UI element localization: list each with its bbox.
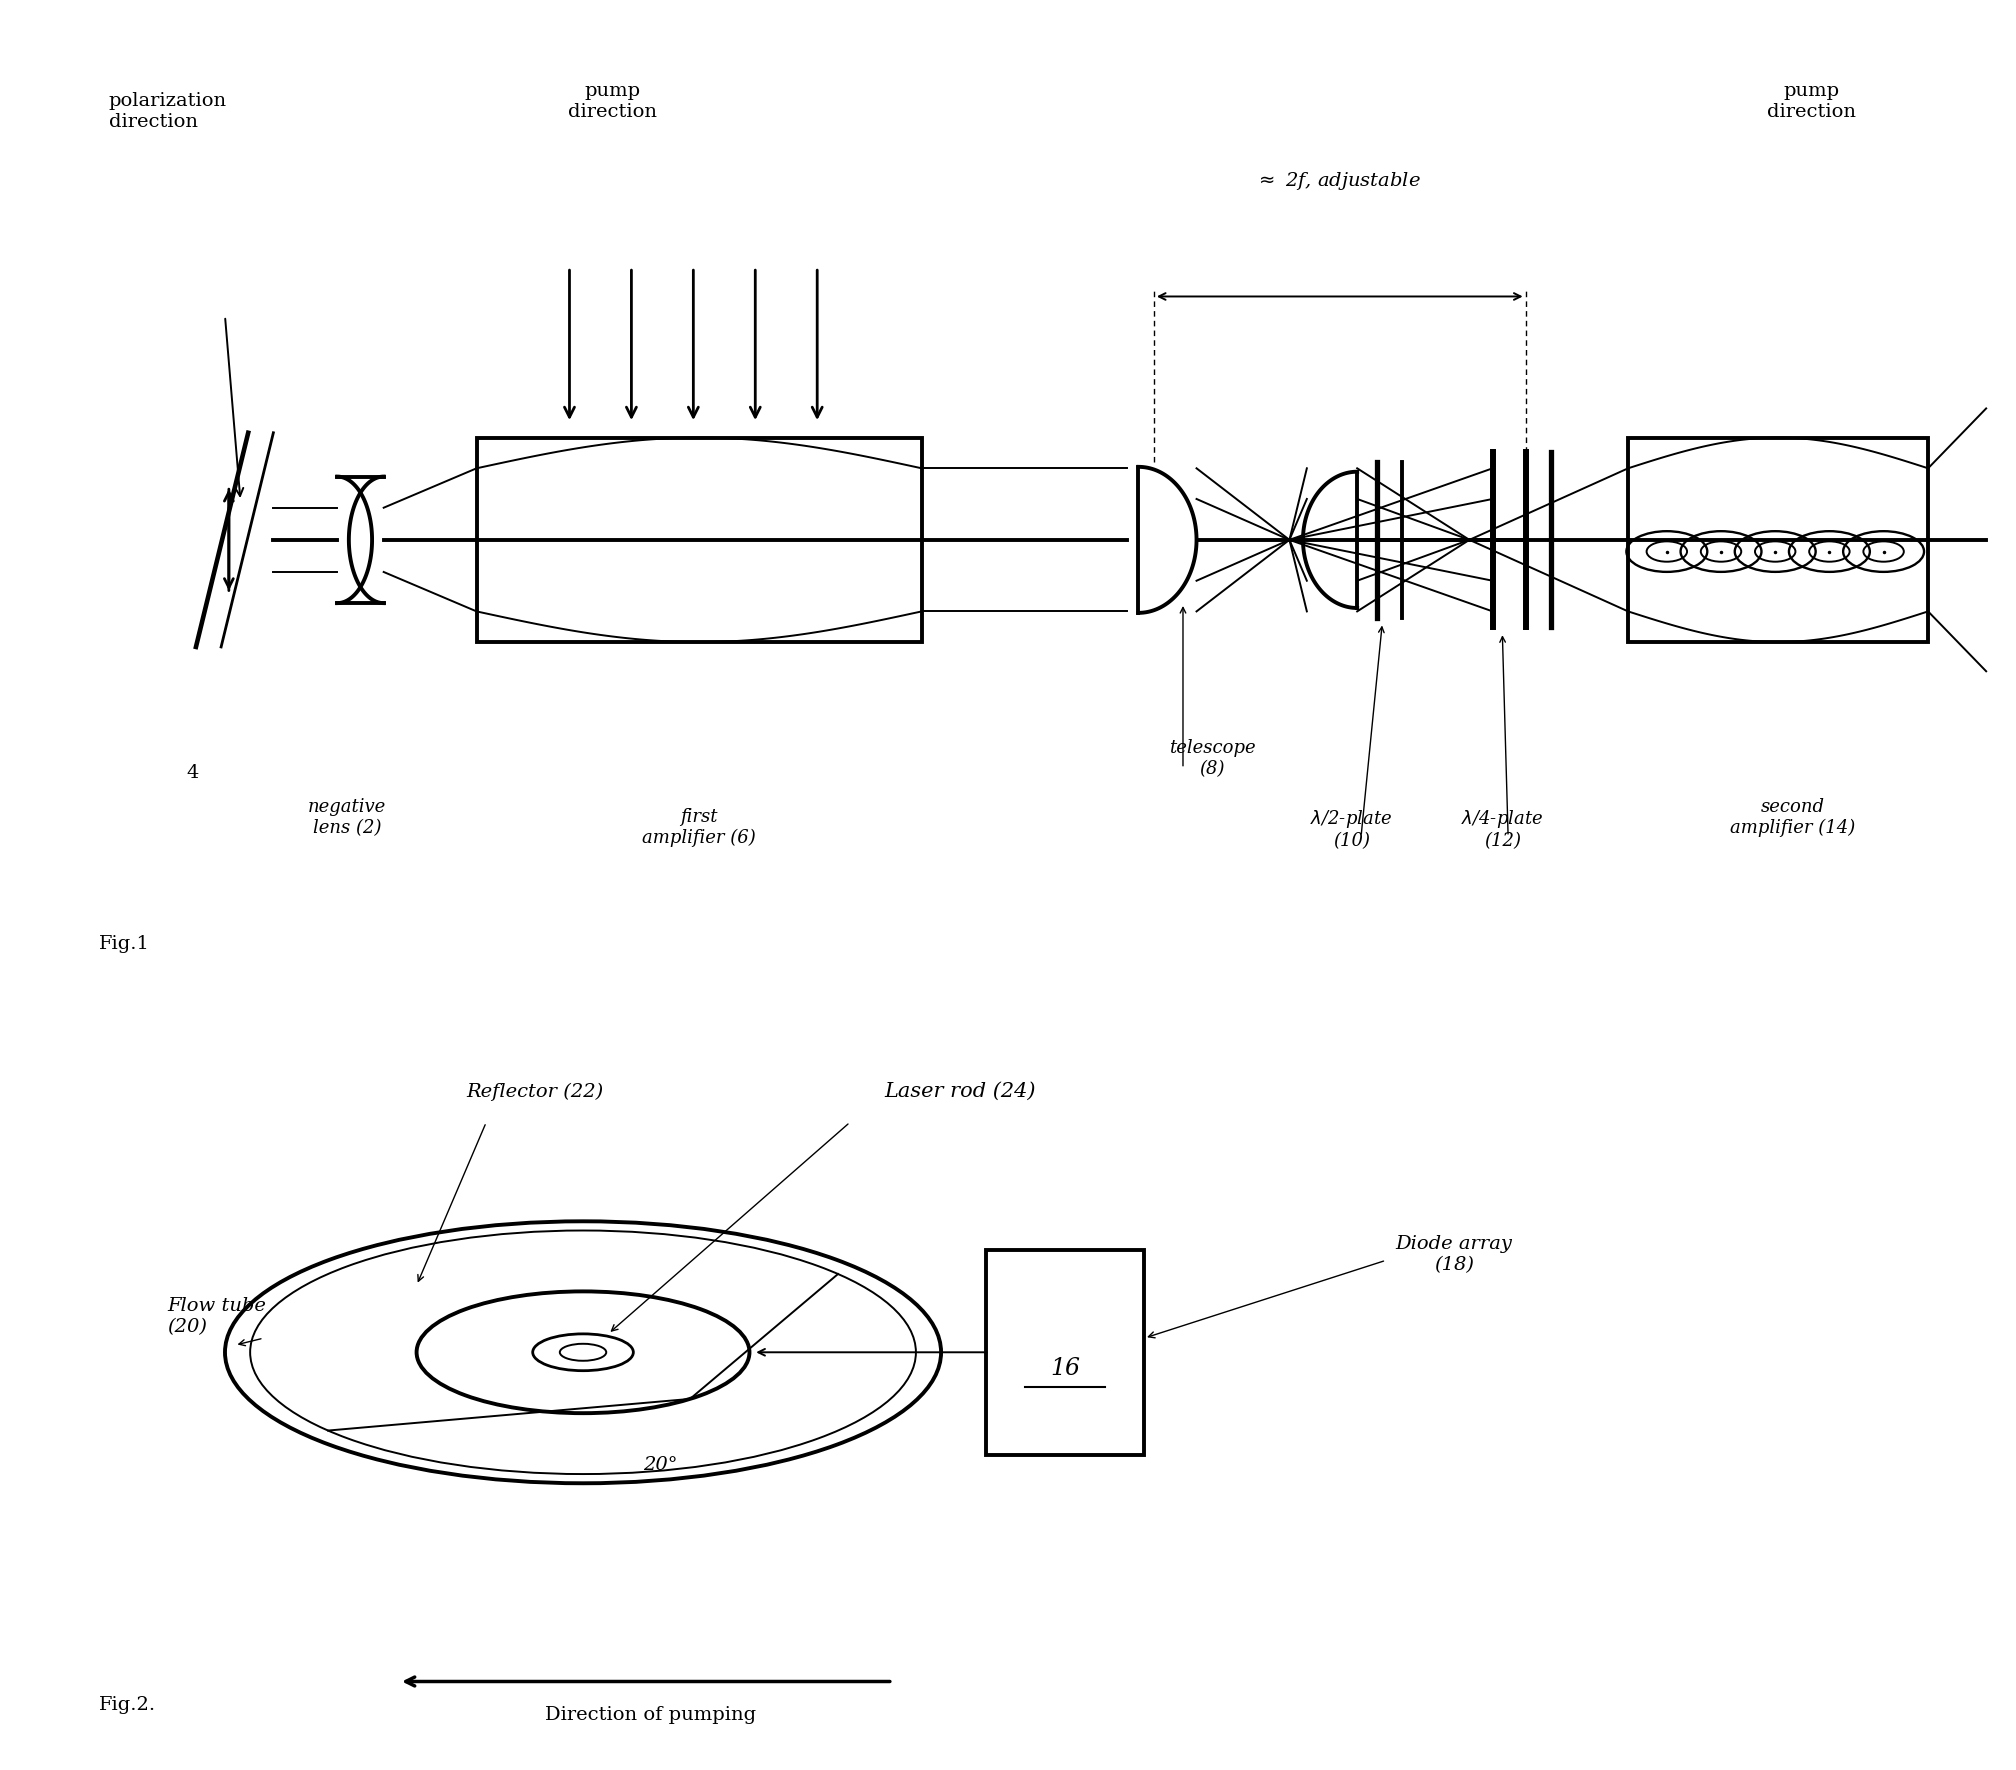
Text: second
amplifier (14): second amplifier (14): [1730, 798, 1855, 837]
Text: 16: 16: [1050, 1358, 1081, 1381]
Text: first
amplifier (6): first amplifier (6): [643, 807, 756, 846]
Text: pump
direction: pump direction: [569, 83, 657, 120]
Text: Fig.1: Fig.1: [99, 935, 149, 952]
Bar: [1629, 437, 1927, 643]
Text: Fig.2.: Fig.2.: [99, 1696, 157, 1713]
Text: 20°: 20°: [643, 1455, 677, 1474]
Text: negative
lens (2): negative lens (2): [308, 798, 385, 837]
Text: $\lambda$/4-plate
(12): $\lambda$/4-plate (12): [1462, 807, 1544, 850]
Text: telescope
(8): telescope (8): [1169, 740, 1256, 779]
Bar: [476, 437, 921, 643]
Text: Reflector (22): Reflector (22): [466, 1083, 603, 1101]
Text: Diode array
(18): Diode array (18): [1395, 1235, 1512, 1274]
Text: Direction of pumping: Direction of pumping: [544, 1706, 756, 1724]
Text: $\lambda$/2-plate
(10): $\lambda$/2-plate (10): [1310, 807, 1393, 850]
Text: $\approx$ 2f, adjustable: $\approx$ 2f, adjustable: [1254, 170, 1421, 191]
Text: Laser rod (24): Laser rod (24): [885, 1081, 1036, 1101]
Bar: [986, 1250, 1145, 1455]
Text: pump
direction: pump direction: [1768, 83, 1857, 120]
Text: 4: 4: [185, 765, 200, 782]
Text: Flow tube
(20): Flow tube (20): [167, 1297, 266, 1336]
Text: polarization
direction: polarization direction: [109, 92, 228, 131]
